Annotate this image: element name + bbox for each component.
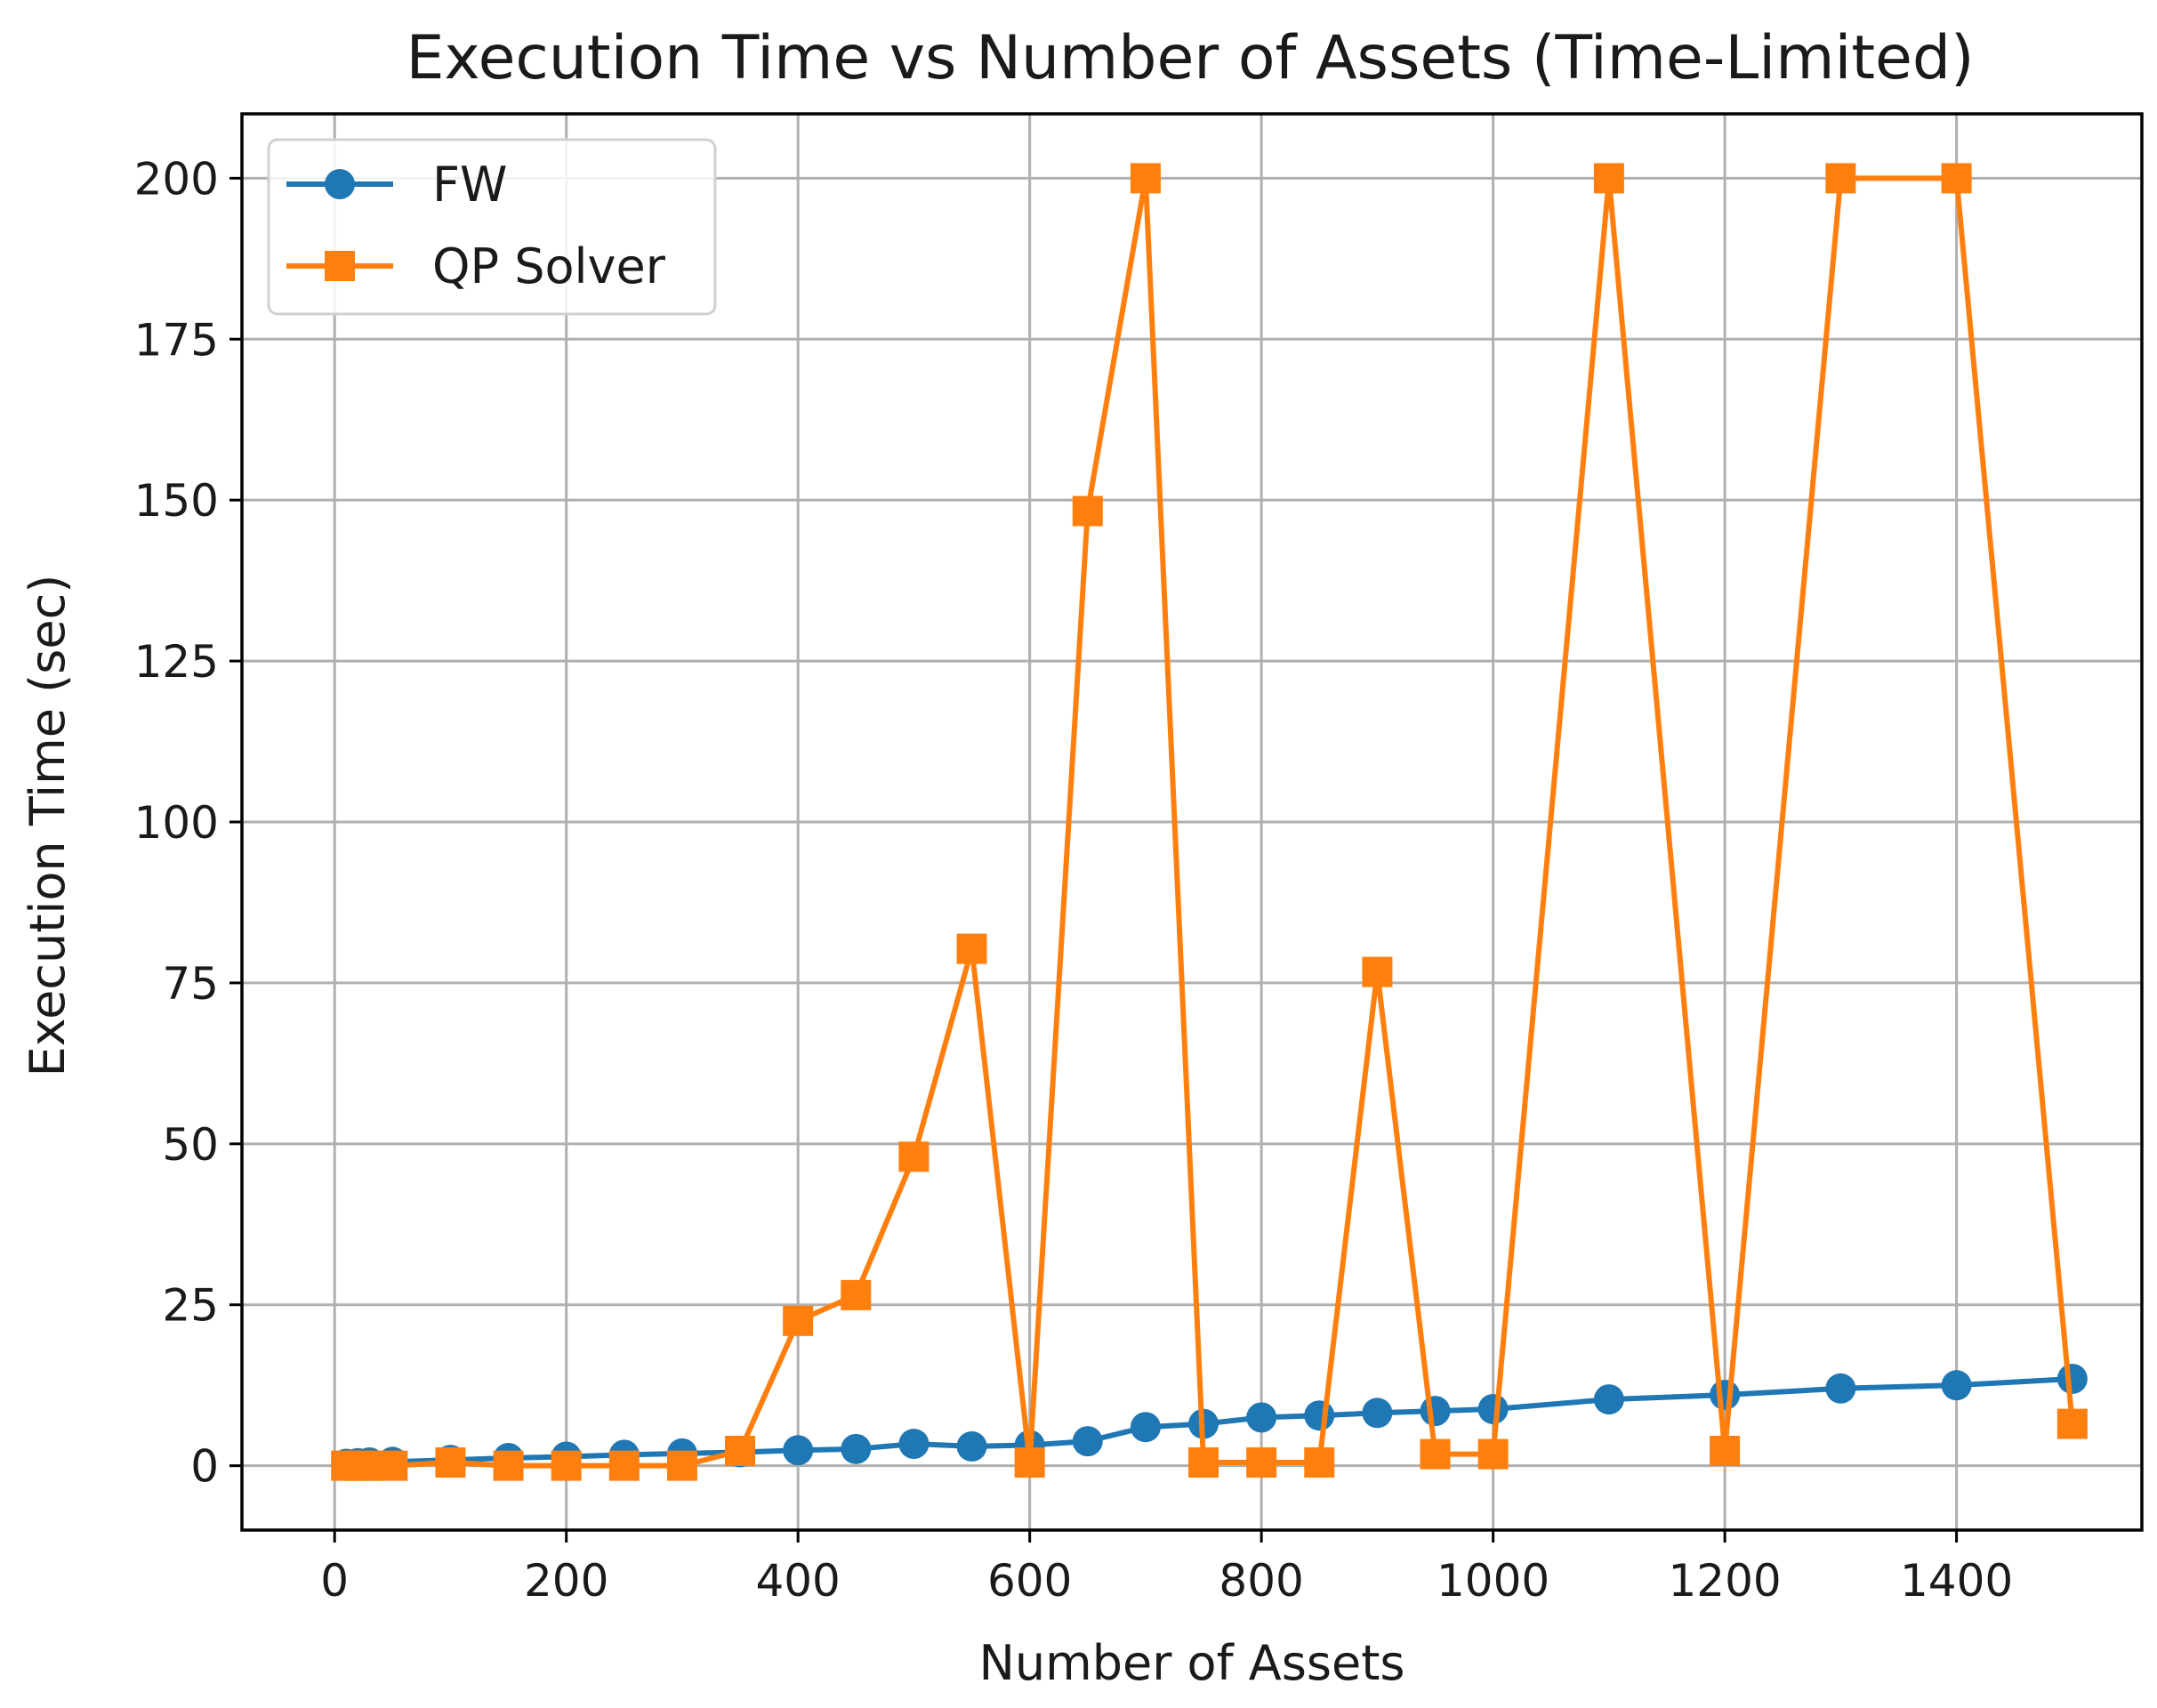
legend-label-fw: FW [432, 157, 507, 213]
plot-frame [240, 112, 2144, 1532]
legend-label-qp: QP Solver [432, 238, 666, 294]
legend: FW QP Solver [267, 138, 717, 316]
data-point-fw [1420, 1396, 1451, 1427]
chart-title: Execution Time vs Number of Assets (Time… [406, 23, 1974, 93]
data-point-fw [1362, 1398, 1393, 1429]
y-tick-label: 0 [190, 1441, 219, 1493]
x-axis-label: Number of Assets [978, 1635, 1404, 1691]
data-point-fw [1246, 1402, 1277, 1433]
x-tick-label: 600 [987, 1555, 1072, 1607]
data-point-qp [435, 1447, 466, 1478]
data-point-qp [1477, 1438, 1509, 1470]
data-point-fw [783, 1435, 814, 1466]
data-point-fw [2056, 1363, 2088, 1394]
data-point-qp [493, 1450, 524, 1481]
y-tick-label: 50 [162, 1119, 219, 1171]
series-line-fw [346, 1375, 2073, 1467]
data-point-fw [1710, 1380, 1741, 1411]
x-tick-label: 400 [755, 1555, 840, 1607]
data-point-qp [783, 1305, 814, 1336]
data-point-fw [1304, 1400, 1335, 1431]
data-point-fw [1941, 1370, 1972, 1401]
y-tick-label: 100 [134, 797, 219, 849]
data-point-fw [841, 1433, 872, 1464]
data-point-fw [1072, 1426, 1103, 1457]
data-point-qp [1593, 163, 1624, 194]
data-point-qp [1246, 1447, 1277, 1478]
data-point-qp [841, 1279, 872, 1310]
data-point-fw [1593, 1384, 1624, 1415]
data-point-qp [2056, 1408, 2088, 1439]
legend-item-qp: QP Solver [286, 238, 666, 294]
x-tick-label: 1400 [1900, 1555, 2013, 1607]
data-point-qp [377, 1450, 408, 1481]
data-point-qp [1420, 1438, 1451, 1470]
data-point-qp [551, 1450, 582, 1481]
series-line-qp [346, 175, 2075, 1469]
data-point-qp [1941, 163, 1972, 194]
data-point-fw [898, 1429, 930, 1460]
legend-item-fw: FW [286, 157, 507, 213]
data-point-qp [608, 1450, 640, 1481]
x-tick-label: 1000 [1437, 1555, 1549, 1607]
grid [242, 114, 2142, 1530]
y-tick-label: 200 [134, 153, 219, 205]
data-point-qp [1072, 495, 1103, 527]
data-point-qp [1710, 1435, 1741, 1466]
data-point-qp [956, 933, 987, 964]
data-point-fw [1130, 1412, 1161, 1443]
data-point-qp [666, 1450, 697, 1481]
y-tick-label: 25 [162, 1280, 219, 1332]
series-lines [331, 163, 2088, 1481]
x-tick-label: 0 [320, 1555, 349, 1607]
data-point-qp [725, 1435, 756, 1466]
data-point-qp [1014, 1447, 1045, 1478]
data-point-qp [1304, 1447, 1335, 1478]
y-tick-label: 125 [134, 636, 219, 688]
legend-marker-qp [325, 251, 355, 281]
data-point-fw [956, 1430, 987, 1462]
legend-marker-fw [325, 169, 355, 199]
data-point-qp [1130, 163, 1161, 194]
data-point-qp [898, 1141, 930, 1172]
data-point-qp [1188, 1447, 1219, 1478]
x-tick-label: 1200 [1668, 1555, 1781, 1607]
axis-ticks: 0 200 400 600 800 1000 1200 1400 0 25 50 75 100 125 15… [134, 153, 2014, 1607]
y-tick-label: 175 [134, 314, 219, 366]
series-qp [331, 163, 2088, 1481]
x-tick-label: 800 [1219, 1555, 1303, 1607]
data-point-fw [1477, 1393, 1509, 1424]
data-point-qp [1825, 163, 1856, 194]
y-tick-label: 150 [134, 475, 219, 527]
data-point-qp [1362, 956, 1393, 987]
y-axis-label: Execution Time (sec) [20, 575, 76, 1077]
x-tick-label: 200 [524, 1555, 608, 1607]
data-point-fw [1825, 1373, 1856, 1404]
y-tick-label: 75 [162, 958, 219, 1010]
